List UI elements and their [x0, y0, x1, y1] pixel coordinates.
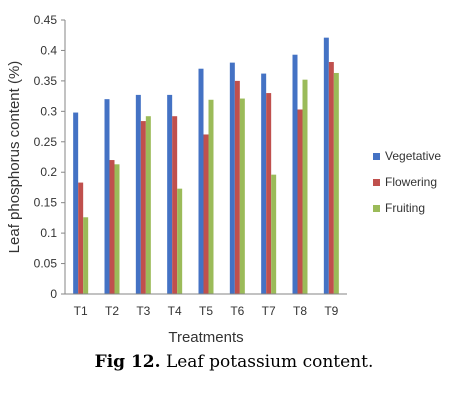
y-tick-label: 0.15: [34, 196, 58, 210]
x-axis-title: Treatments: [168, 329, 243, 346]
caption-label: Fig 12.: [94, 352, 161, 372]
bar-vegetative-t7: [261, 73, 267, 295]
legend: Vegetative Flowering Fruiting: [373, 149, 441, 215]
bar-flowering-t5: [203, 134, 209, 294]
bar-chart: Leaf phosphorus content (%) Treatments 0…: [6, 13, 441, 346]
bar-flowering-t9: [328, 62, 334, 294]
y-tick-label: 0.2: [40, 165, 57, 179]
y-tick-label: 0.45: [34, 13, 58, 27]
bar-fruiting-t9: [333, 72, 339, 295]
y-tick-label: 0.35: [34, 74, 58, 88]
bar-fruiting-t6: [239, 98, 245, 295]
y-tick-label: 0: [50, 287, 57, 301]
x-tick-label: T4: [168, 304, 182, 318]
bar-flowering-t2: [109, 160, 115, 294]
bar-fruiting-t4: [177, 188, 183, 294]
figure-caption: Fig 12. Leaf potassium content.: [0, 352, 468, 372]
y-tick-label: 0.05: [34, 257, 58, 271]
x-tick-label: T1: [74, 304, 88, 318]
legend-label-flowering: Flowering: [385, 175, 437, 189]
y-axis-title: Leaf phosphorus content (%): [6, 61, 23, 254]
bar-fruiting-t2: [114, 164, 120, 294]
bar-vegetative-t4: [167, 94, 173, 294]
bar-vegetative-t5: [198, 68, 204, 294]
bars: [73, 37, 339, 295]
x-tick-label: T3: [136, 304, 150, 318]
legend-label-fruiting: Fruiting: [385, 201, 425, 215]
legend-swatch-fruiting: [373, 205, 380, 212]
bar-flowering-t3: [140, 121, 146, 294]
caption-text: Leaf potassium content.: [160, 352, 374, 372]
bar-flowering-t8: [297, 109, 303, 294]
legend-swatch-flowering: [373, 179, 380, 186]
bar-fruiting-t1: [83, 217, 89, 294]
bar-vegetative-t1: [73, 112, 79, 294]
x-tick-label: T8: [293, 304, 307, 318]
y-tick-label: 0.4: [40, 43, 57, 57]
x-axis-ticks: T1 T2 T3 T4 T5 T6 T7 T8 T9: [74, 304, 339, 318]
y-axis-title-group: Leaf phosphorus content (%): [6, 61, 23, 254]
y-tick-label: 0.25: [34, 135, 58, 149]
bar-fruiting-t8: [302, 79, 308, 294]
x-tick-label: T6: [230, 304, 244, 318]
bar-fruiting-t7: [271, 174, 277, 294]
bar-vegetative-t2: [104, 99, 110, 295]
bar-fruiting-t5: [208, 99, 214, 295]
bar-fruiting-t3: [145, 116, 151, 295]
bar-vegetative-t6: [229, 62, 235, 294]
bar-flowering-t1: [78, 182, 84, 294]
bar-flowering-t4: [172, 116, 178, 295]
bar-vegetative-t8: [292, 54, 298, 294]
bar-vegetative-t9: [323, 37, 329, 294]
x-tick-label: T9: [324, 304, 338, 318]
legend-label-vegetative: Vegetative: [385, 149, 441, 163]
y-tick-label: 0.1: [40, 226, 57, 240]
bar-vegetative-t3: [135, 94, 141, 294]
legend-swatch-vegetative: [373, 153, 380, 160]
bar-flowering-t7: [266, 93, 272, 294]
x-tick-label: T5: [199, 304, 213, 318]
y-tick-label: 0.3: [40, 104, 57, 118]
bar-flowering-t6: [234, 80, 240, 294]
x-tick-label: T2: [105, 304, 119, 318]
x-tick-label: T7: [262, 304, 276, 318]
y-axis-ticks: 0 0.05 0.1 0.15 0.2 0.25 0.3 0.35 0.4 0.45: [34, 13, 65, 301]
